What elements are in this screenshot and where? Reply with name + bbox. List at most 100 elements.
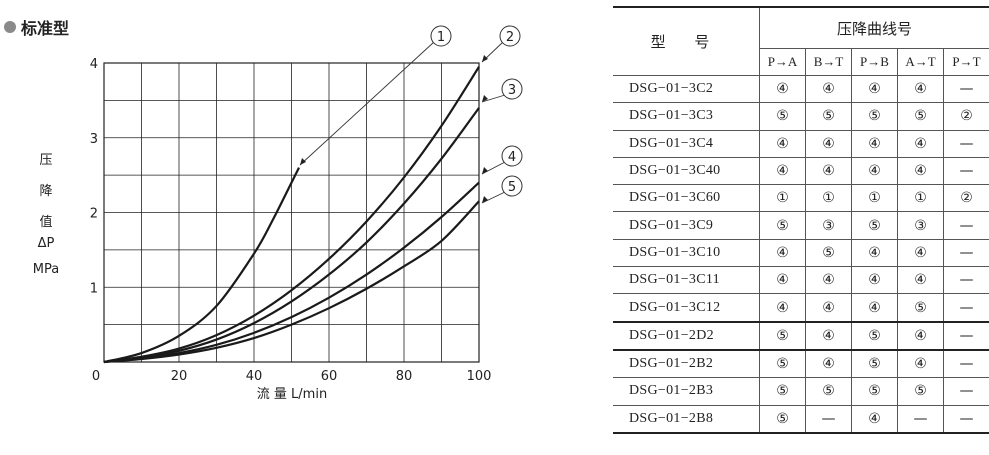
curve-number-cell: ⑤ [805,102,852,131]
curve-number-cell: — [943,211,989,240]
curve-number-cell: — [943,293,989,323]
curve-number-cell: ④ [897,239,944,268]
model-cell: DSG−01−2B2 [613,348,760,379]
curve-number-cell: ④ [759,130,806,158]
y-tick-label: 4 [90,57,98,72]
table-row: DSG−01−3C4 ④ ④ ④ ④ — [613,130,989,158]
table-row: DSG−01−3C40 ④ ④ ④ ④ — [613,157,989,186]
table-row: DSG−01−3C11 ④ ④ ④ ④ — [613,266,989,295]
model-cell: DSG−01−2D2 [613,320,760,351]
port-header: A→T [897,48,944,76]
curve-number-cell: — [897,405,944,434]
callout-circle [430,25,452,47]
curve-number-cell: ④ [759,157,806,186]
curve-number-cell: ④ [897,348,944,379]
callout-leader [481,191,506,204]
bullet-dot-icon [4,21,16,33]
x-tick-label: 100 [467,369,492,384]
curve-number-cell: ⑤ [897,293,944,323]
callout-label: 1 [437,30,445,45]
plot-frame [103,62,480,363]
model-cell: DSG−01−3C12 [613,293,760,323]
section-label: 标准型 [21,19,70,38]
curve-number-cell: ④ [805,157,852,186]
curve-number-cell: — [943,405,989,434]
series-line-2 [103,66,480,364]
callout-leader [481,94,506,103]
table-row: DSG−01−3C60 ① ① ① ① ② [613,184,989,213]
curve-number-cell: ④ [759,293,806,323]
x-tick-label: 80 [396,369,413,384]
curve-number-cell: ③ [805,211,852,240]
model-cell: DSG−01−3C10 [613,239,760,268]
y-tick-label: 1 [90,281,98,296]
table-row: DSG−01−2B8 ⑤ — ④ — — [613,405,989,434]
curve-number-cell: ⑤ [851,211,898,240]
curve-number-cell: ④ [851,157,898,186]
curve-number-cell: ① [805,184,852,213]
table-row: DSG−01−3C3 ⑤ ⑤ ⑤ ⑤ ② [613,102,989,131]
y-axis-label-line: MPa [32,262,60,277]
callout-label: 3 [508,83,516,98]
curve-number-cell: ⑤ [851,348,898,379]
table-row: DSG−01−2B3 ⑤ ⑤ ⑤ ⑤ — [613,377,989,406]
curve-number-cell: ④ [851,239,898,268]
curve-number-cell: ④ [851,266,898,295]
curve-number-cell: ④ [851,130,898,158]
curve-number-cell: ④ [851,75,898,104]
curve-number-cell: ⑤ [805,239,852,268]
curve-number-cell: ④ [759,75,806,104]
curve-number-cell: — [943,377,989,406]
curve-number-cell: — [943,239,989,268]
callout-arrowhead-icon [482,95,488,102]
callout-arrowhead-icon [482,55,488,62]
curve-number-cell: ③ [897,211,944,240]
curve-number-cell: ④ [805,293,852,323]
callout-circle [501,145,523,167]
curve-number-cell: ④ [759,239,806,268]
table-row: DSG−01−2D2 ⑤ ④ ⑤ ④ — [613,320,989,351]
table-row: DSG−01−3C12 ④ ④ ④ ⑤ — [613,293,989,323]
curve-number-cell: ⑤ [897,377,944,406]
pressure-drop-chart: 0 20 40 60 80 100 1 2 3 4 流 量 L/min 1 2 3 4 5 [90,25,523,402]
table-row: DSG−01−2B2 ⑤ ④ ⑤ ④ — [613,348,989,379]
callout-circle [501,175,523,197]
curve-number-cell: — [943,75,989,104]
curve-number-cell: ⑤ [759,320,806,351]
callout-label: 5 [508,180,516,195]
curve-number-cell: ① [897,184,944,213]
curve-table: 型 号 压降曲线号 P→A B→T P→B A→T P→T DSG−01−3C2… [613,6,989,434]
callout-label: 2 [506,30,514,45]
curve-number-cell: ④ [897,266,944,295]
curve-number-cell: ④ [805,320,852,351]
curve-number-cell: ⑤ [759,102,806,131]
y-axis-label-line: ΔP [37,236,55,251]
series-line-5 [103,200,480,364]
callout-arrowhead-icon [482,196,488,203]
x-tick-label: 0 [92,369,100,384]
curve-number-cell: — [943,266,989,295]
callout-circle [499,25,521,47]
model-cell: DSG−01−3C60 [613,184,760,213]
curve-number-cell: — [943,348,989,379]
curve-number-cell: — [805,405,852,434]
x-tick-label: 60 [321,369,338,384]
curve-number-cell: ⑤ [759,405,806,434]
curve-table-grid: 型 号 压降曲线号 P→A B→T P→B A→T P→T DSG−01−3C2… [613,6,989,434]
curve-number-cell: ⑤ [759,348,806,379]
curve-number-cell: ④ [897,75,944,104]
series-line-4 [103,181,480,364]
callout-leader [299,41,435,166]
model-cell: DSG−01−2B8 [613,405,760,434]
model-header: 型 号 [613,7,760,76]
y-axis-label-line: 降 [39,184,53,199]
model-cell: DSG−01−2B3 [613,377,760,406]
y-axis-label-line: 压 [39,153,53,168]
curve-number-cell: ⑤ [805,377,852,406]
model-cell: DSG−01−3C2 [613,75,760,104]
y-tick-label: 2 [90,207,98,222]
curve-number-cell: — [943,320,989,351]
model-cell: DSG−01−3C40 [613,157,760,186]
model-cell: DSG−01−3C9 [613,211,760,240]
curve-number-cell: — [943,157,989,186]
